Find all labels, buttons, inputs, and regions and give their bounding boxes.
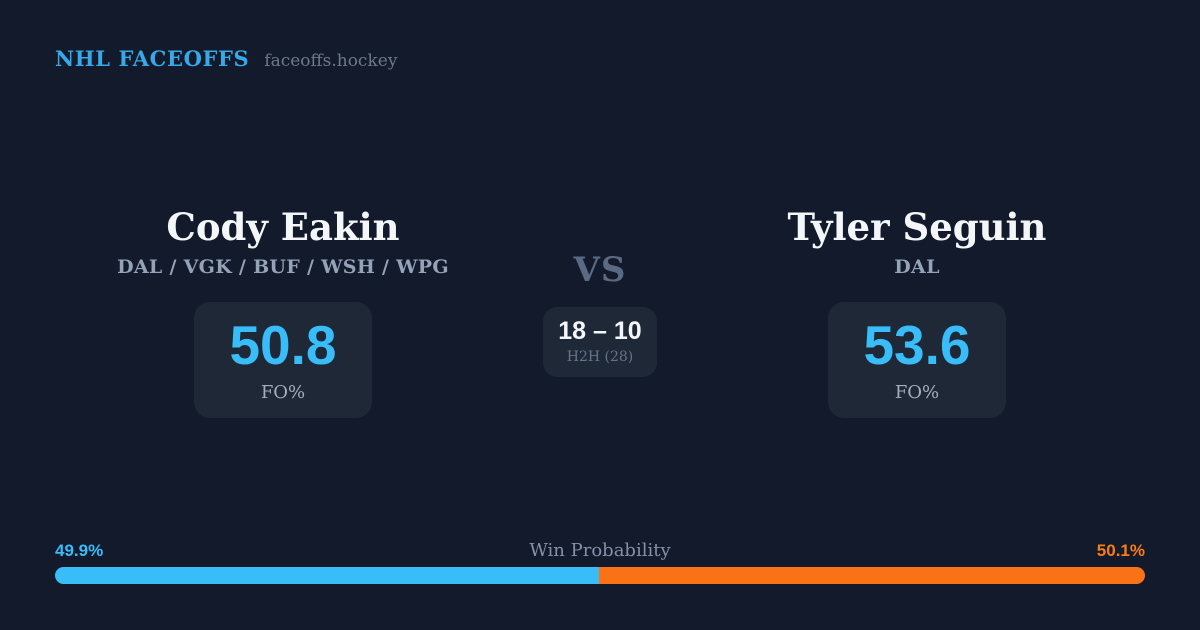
player-right-fo-value: 53.6 xyxy=(863,313,971,376)
h2h-label: H2H (28) xyxy=(566,349,634,365)
h2h-card: 18 – 10 H2H (28) xyxy=(543,307,657,377)
win-probability-bar xyxy=(55,567,1145,584)
player-right-name: Tyler Seguin xyxy=(787,205,1047,249)
player-right-teams: DAL xyxy=(894,256,940,278)
player-right-section: Tyler Seguin DAL 53.6 FO% xyxy=(717,205,1117,418)
header: NHL FACEOFFS faceoffs.hockey xyxy=(55,46,397,71)
player-left-fo-label: FO% xyxy=(260,381,306,403)
win-bar-left-segment xyxy=(55,567,599,584)
player-left-fo-value: 50.8 xyxy=(229,313,337,376)
player-left-section: Cody Eakin DAL / VGK / BUF / WSH / WPG 5… xyxy=(83,205,483,418)
player-right-fo-label: FO% xyxy=(894,381,940,403)
win-bar-right-segment xyxy=(598,567,1145,584)
brand-logo: NHL FACEOFFS xyxy=(55,46,250,71)
matchup-center-section: VS 18 – 10 H2H (28) xyxy=(520,250,680,377)
win-probability-labels: Win Probability 49.9% 50.1% xyxy=(55,540,1145,562)
player-left-stat-card: 50.8 FO% xyxy=(194,302,372,418)
vs-label: VS xyxy=(573,250,627,290)
player-right-stat-card: 53.6 FO% xyxy=(828,302,1006,418)
player-left-name: Cody Eakin xyxy=(166,205,400,249)
win-probability-title: Win Probability xyxy=(529,540,671,561)
win-probability-right-pct: 50.1% xyxy=(1096,541,1145,560)
site-url: faceoffs.hockey xyxy=(264,51,398,71)
h2h-score: 18 – 10 xyxy=(558,317,642,345)
player-left-teams: DAL / VGK / BUF / WSH / WPG xyxy=(117,256,449,278)
win-probability-left-pct: 49.9% xyxy=(55,541,104,560)
